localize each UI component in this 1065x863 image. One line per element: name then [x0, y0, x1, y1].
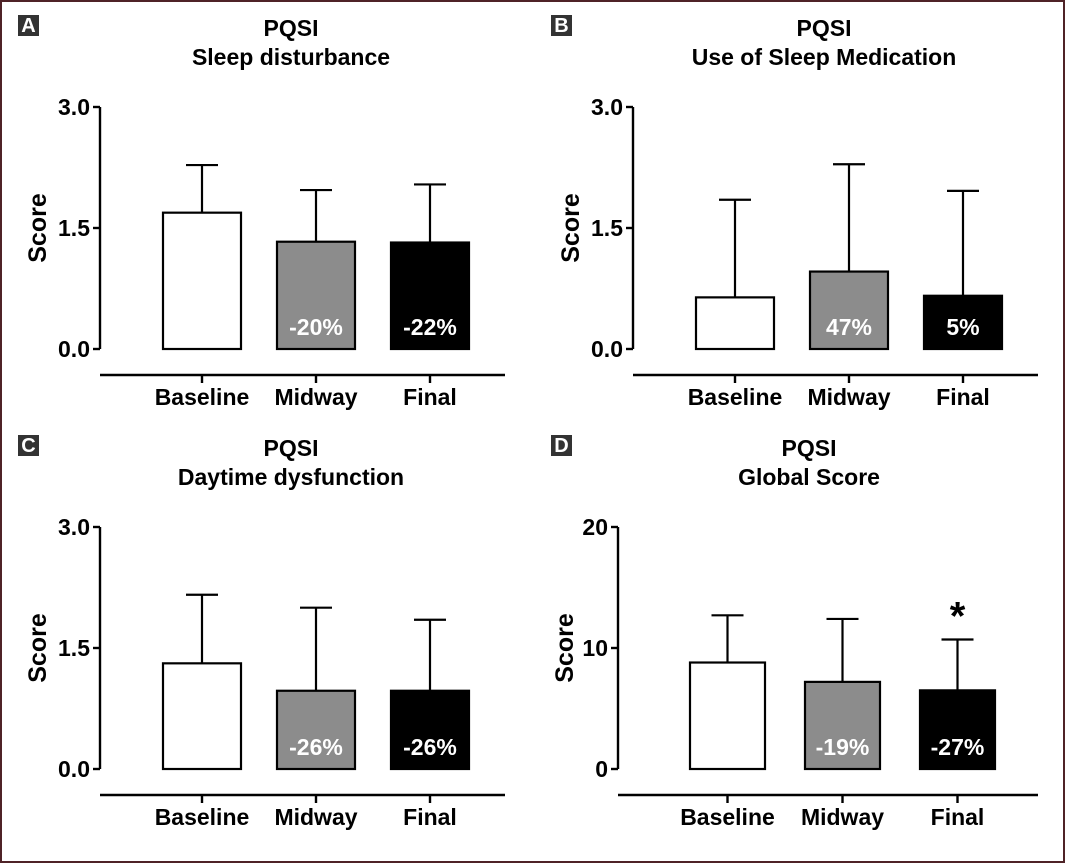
svg-text:-26%: -26%: [403, 734, 457, 760]
svg-text:20: 20: [582, 514, 608, 540]
svg-text:-26%: -26%: [289, 734, 343, 760]
svg-text:10: 10: [582, 635, 608, 661]
svg-text:-22%: -22%: [403, 314, 457, 340]
svg-text:0.0: 0.0: [58, 336, 90, 362]
svg-text:Score: Score: [24, 613, 52, 683]
svg-text:Final: Final: [936, 384, 990, 410]
svg-text:3.0: 3.0: [58, 94, 90, 120]
svg-text:Baseline: Baseline: [688, 384, 783, 410]
svg-text:1.5: 1.5: [58, 635, 90, 661]
svg-text:Score: Score: [557, 193, 585, 263]
svg-text:Score: Score: [551, 613, 579, 683]
svg-text:Midway: Midway: [807, 384, 890, 410]
svg-text:0: 0: [595, 756, 608, 782]
svg-text:-20%: -20%: [289, 314, 343, 340]
svg-text:Midway: Midway: [274, 384, 357, 410]
svg-text:Midway: Midway: [801, 804, 884, 830]
svg-text:47%: 47%: [826, 314, 872, 340]
svg-text:Midway: Midway: [274, 804, 357, 830]
svg-text:0.0: 0.0: [591, 336, 623, 362]
svg-text:Final: Final: [403, 384, 457, 410]
svg-text:-19%: -19%: [816, 734, 870, 760]
svg-text:1.5: 1.5: [591, 215, 623, 241]
svg-text:3.0: 3.0: [58, 514, 90, 540]
svg-text:Final: Final: [931, 804, 985, 830]
svg-text:Baseline: Baseline: [155, 804, 250, 830]
svg-text:Baseline: Baseline: [155, 384, 250, 410]
svg-text:*: *: [950, 595, 966, 639]
svg-text:1.5: 1.5: [58, 215, 90, 241]
svg-text:0.0: 0.0: [58, 756, 90, 782]
svg-text:Baseline: Baseline: [680, 804, 775, 830]
svg-text:Final: Final: [403, 804, 457, 830]
svg-text:-27%: -27%: [931, 734, 985, 760]
svg-text:Score: Score: [24, 193, 52, 263]
svg-text:3.0: 3.0: [591, 94, 623, 120]
svg-text:5%: 5%: [946, 314, 979, 340]
